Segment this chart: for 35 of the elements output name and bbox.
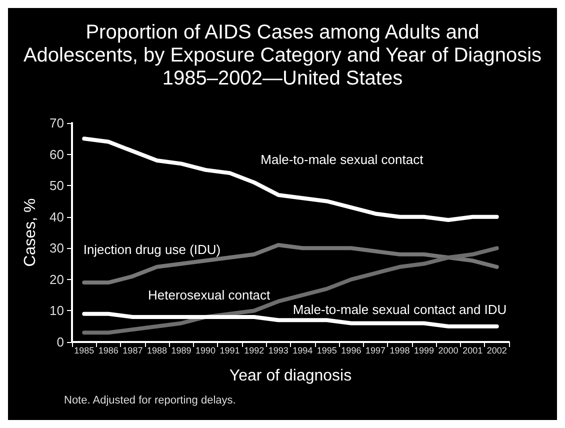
x-tick-label: 2001 <box>462 346 483 356</box>
series-label: Male-to-male sexual contact and IDU <box>292 302 507 318</box>
x-tick-label: 1985 <box>74 346 94 356</box>
x-tick-label: 1999 <box>414 346 434 356</box>
chart-title: Proportion of AIDS Cases among Adults and Adolescents, by Exposure Category and Year of Diagnosis 1985–2002—United States <box>23 22 542 90</box>
y-tick-label: 60 <box>50 146 64 162</box>
series-label: Heterosexual contact <box>148 288 271 303</box>
y-tick-label: 40 <box>50 209 64 224</box>
x-tick-label: 1994 <box>292 346 313 356</box>
series-label: Male-to-male sexual contact <box>260 152 424 168</box>
y-tick-label: 20 <box>50 272 64 287</box>
series-label: Injection drug use (IDU) <box>83 242 221 257</box>
x-axis-title: Year of diagnosis <box>229 368 352 384</box>
y-tick-label: 30 <box>50 240 64 256</box>
text: Note. Adjusted for reporting delays. <box>64 394 236 406</box>
x-tick-label: 1989 <box>171 346 192 356</box>
y-tick-label: 70 <box>50 116 64 130</box>
x-tick-label: 1992 <box>244 346 264 356</box>
x-tick-label: 2002 <box>486 346 507 356</box>
y-axis-title: Cases, % <box>22 198 40 267</box>
x-tick-label: 1988 <box>146 346 167 356</box>
x-tick-label: 1998 <box>390 346 410 356</box>
x-tick-label: 1993 <box>268 346 288 356</box>
y-tick-label: 10 <box>50 303 64 318</box>
x-tick-label: 1991 <box>220 346 240 356</box>
x-tick-label: 1997 <box>365 346 386 356</box>
y-tick-label: 0 <box>56 334 64 350</box>
x-tick-label: 1987 <box>122 346 143 356</box>
x-tick-label: 1995 <box>316 346 337 356</box>
y-tick-label: 50 <box>50 178 64 194</box>
line-series <box>82 136 499 222</box>
x-tick-label: 1990 <box>196 346 216 356</box>
x-tick-label: 2000 <box>438 346 458 356</box>
x-tick-label: 1986 <box>98 346 118 356</box>
x-tick-label: 1996 <box>341 346 362 356</box>
